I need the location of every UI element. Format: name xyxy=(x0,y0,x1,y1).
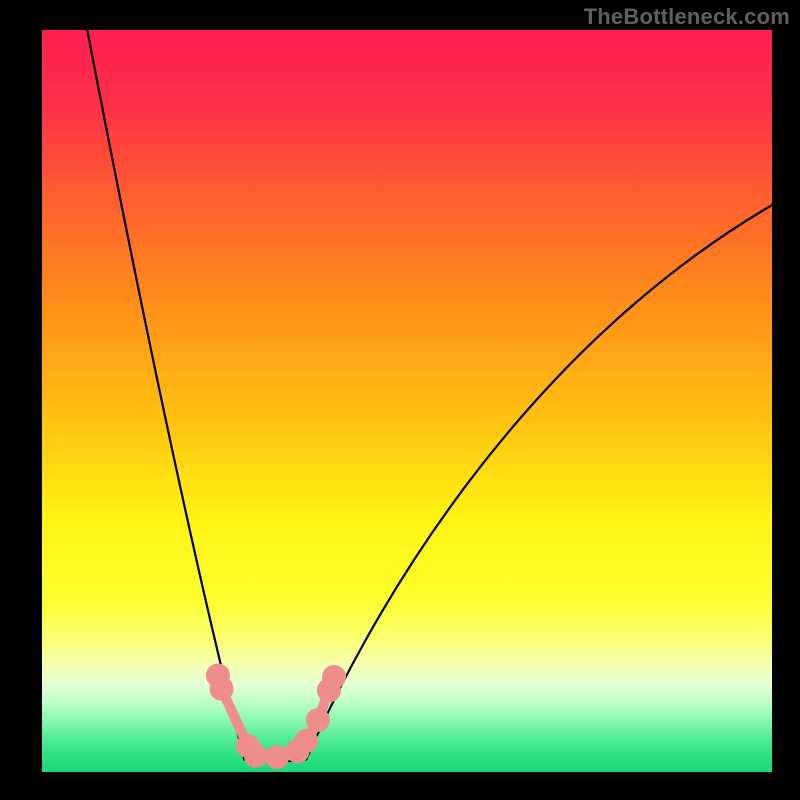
gradient-background xyxy=(42,30,772,772)
marker-dot xyxy=(265,745,289,769)
marker-dot xyxy=(294,729,318,753)
chart-container: TheBottleneck.com xyxy=(0,0,800,800)
marker-dot xyxy=(210,677,234,701)
marker-dot xyxy=(244,744,268,768)
marker-dot xyxy=(317,678,341,702)
plot-svg xyxy=(42,30,772,772)
plot-area xyxy=(42,30,772,772)
marker-dot xyxy=(306,708,330,732)
watermark-text: TheBottleneck.com xyxy=(584,4,790,30)
